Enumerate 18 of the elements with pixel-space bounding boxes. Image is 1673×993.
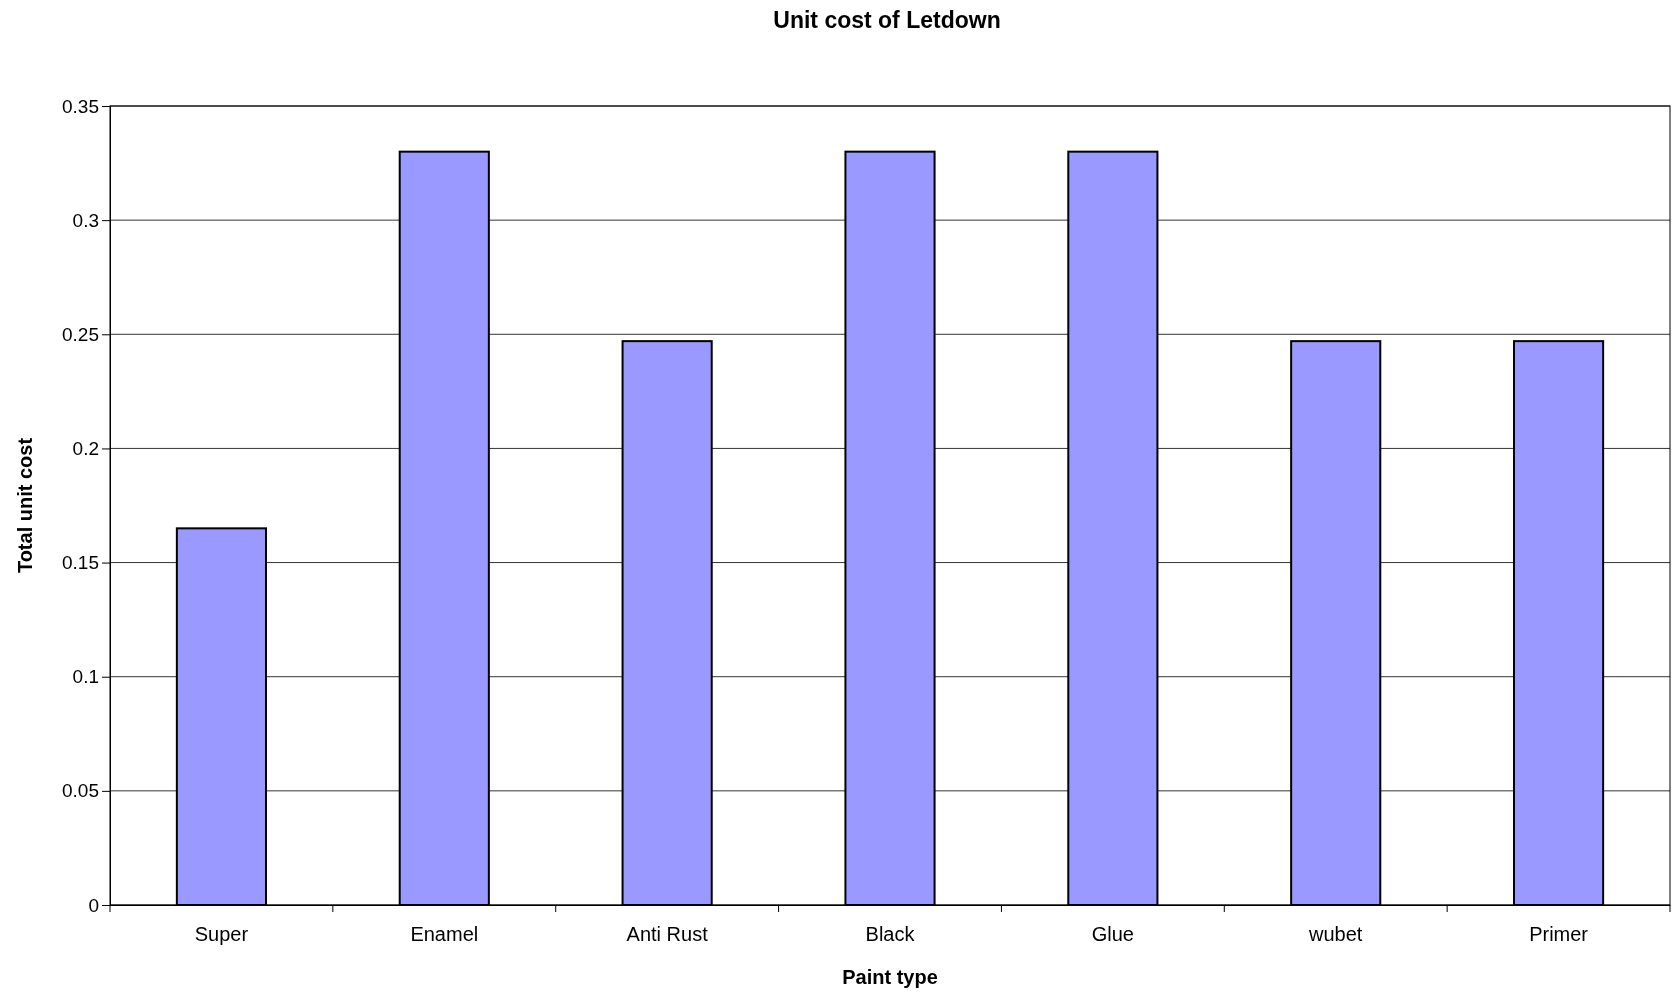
chart-title: Unit cost of Letdown [773,7,1001,33]
x-tick-label: wubet [1308,923,1363,946]
x-tick-label: Enamel [410,923,479,946]
y-tick-label: 0.2 [72,438,99,460]
y-tick-label: 0.25 [62,323,99,345]
x-tick-label: Black [865,923,916,946]
y-axis-title: Total unit cost [14,437,36,574]
y-tick-label: 0.35 [62,95,99,117]
y-tick-label: 0.1 [72,666,99,688]
x-tick-label: Glue [1091,923,1134,946]
x-axis-title: Paint type [842,966,938,988]
x-tick-label: Super [194,923,249,946]
y-tick-label: 0 [88,894,99,916]
y-tick-label: 0.05 [62,780,99,802]
y-tick-label: 0.15 [62,552,99,574]
y-tick-label: 0.3 [72,209,99,231]
x-tick-label: Anti Rust [626,923,709,946]
x-tick-label: Primer [1529,923,1589,946]
